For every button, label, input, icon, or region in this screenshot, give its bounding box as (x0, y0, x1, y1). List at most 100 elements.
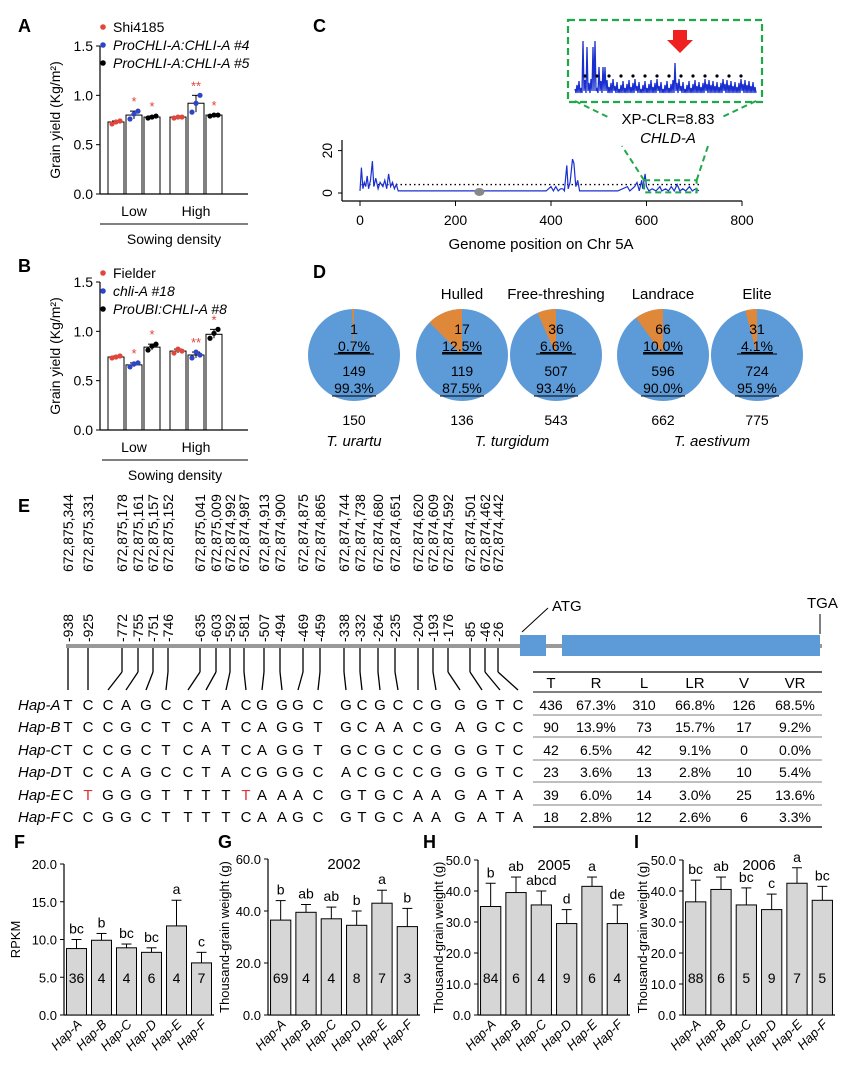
pie-blue-count: 149 (342, 363, 366, 379)
snp-base: G (454, 809, 466, 826)
snp-offset: -235 (387, 614, 403, 642)
bar (205, 333, 223, 431)
significance-mark: * (211, 312, 216, 327)
inset-threshold-dot (655, 74, 659, 78)
snp-base: G (256, 764, 268, 781)
y-tick-label: 15.0 (32, 895, 57, 910)
snp-base: A (513, 787, 523, 804)
legend-marker (100, 60, 106, 66)
bar (735, 904, 757, 1016)
data-point (197, 92, 203, 98)
data-point (135, 360, 141, 366)
snp-base: A (413, 809, 423, 826)
snp-position: 672,874,501 (462, 494, 478, 572)
data-point (127, 116, 133, 122)
red-arrow-icon (667, 30, 693, 53)
category-label: Low (121, 203, 148, 219)
sample-size: 88 (688, 970, 704, 986)
snp-base: A (257, 742, 267, 759)
snp-position: 672,874,865 (312, 494, 328, 572)
pie-slice-orange (745, 308, 757, 355)
bar (761, 909, 783, 1016)
y-axis-label: Thousand-grain weight (g) (217, 861, 232, 1013)
data-point (215, 112, 221, 118)
sample-size: 9 (563, 970, 571, 986)
haplotype-name: Hap-A (18, 697, 61, 714)
significance-mark: * (131, 94, 136, 109)
data-point (207, 335, 213, 341)
snp-offset: -204 (410, 614, 426, 642)
snp-position: 672,874,442 (490, 494, 506, 572)
snp-base: C (141, 719, 152, 736)
table-header: LR (685, 675, 704, 692)
snp-base: C (183, 742, 194, 759)
snp-position: 672,874,609 (425, 494, 441, 572)
snp-connector (469, 671, 483, 691)
haplotype-name: Hap-D (18, 764, 62, 781)
pie-group-label: Free-threshing (507, 286, 605, 303)
snp-base: C (513, 742, 524, 759)
sample-size: 4 (123, 970, 131, 986)
haplotype-name: Hap-F (18, 809, 61, 826)
data-point (109, 355, 115, 361)
significance-letter: a (793, 849, 801, 865)
snp-base: C (393, 697, 404, 714)
snp-base: A (431, 809, 441, 826)
snp-base: C (183, 764, 194, 781)
chart-title: 2002 (327, 856, 360, 873)
snp-base: G (120, 787, 132, 804)
table-cell: 6 (740, 809, 748, 825)
snp-offset: -193 (425, 614, 441, 642)
snp-base: A (431, 787, 441, 804)
snp-base: C (357, 719, 368, 736)
snp-position: 672,875,331 (80, 494, 96, 572)
snp-base: G (140, 697, 152, 714)
pie-orange-count: 31 (749, 321, 765, 337)
snp-base: T (221, 809, 230, 826)
snp-offset: -751 (145, 614, 161, 642)
inset-threshold-dot (691, 74, 695, 78)
data-point (179, 114, 185, 120)
table-header: VR (785, 675, 806, 692)
y-tick-label: 10.0 (446, 977, 471, 992)
inset-threshold-dot (727, 74, 731, 78)
y-axis-label: RPKM (8, 921, 23, 959)
sample-size: 7 (378, 970, 386, 986)
table-header: T (546, 675, 555, 692)
y-tick-label: 5.0 (39, 970, 57, 985)
snp-connector (447, 671, 461, 691)
snp-base: G (120, 742, 132, 759)
significance-letter: ab (298, 886, 314, 902)
sample-size: 6 (512, 970, 520, 986)
y-tick-label: 0.0 (658, 1008, 676, 1023)
inset-threshold-dot (703, 74, 707, 78)
snp-base: G (374, 787, 386, 804)
tga-label: TGA (807, 595, 838, 612)
y-tick-label: 10.0 (32, 933, 57, 948)
table-cell: 66.8% (675, 697, 715, 713)
y-tick-label: 30.0 (651, 915, 676, 930)
bar (505, 892, 527, 1016)
snp-base: C (513, 697, 524, 714)
pie-blue-count: 119 (451, 363, 474, 379)
snp-connector (107, 671, 123, 691)
sample-size: 6 (148, 970, 156, 986)
pie-orange-percent: 10.0% (643, 338, 683, 354)
snp-base: C (413, 719, 424, 736)
bar (187, 102, 205, 195)
table-cell: 3.3% (779, 809, 811, 825)
snp-base: C (413, 742, 424, 759)
table-cell: 5.4% (779, 764, 811, 780)
snp-base: C (83, 697, 94, 714)
data-point (197, 352, 203, 358)
snp-base: T (161, 787, 170, 804)
significance-letter: c (768, 875, 775, 891)
snp-base: C (83, 719, 94, 736)
data-point (117, 353, 123, 359)
data-point (131, 111, 137, 117)
panel-label-f: F (14, 832, 25, 852)
legend-marker (100, 288, 106, 294)
